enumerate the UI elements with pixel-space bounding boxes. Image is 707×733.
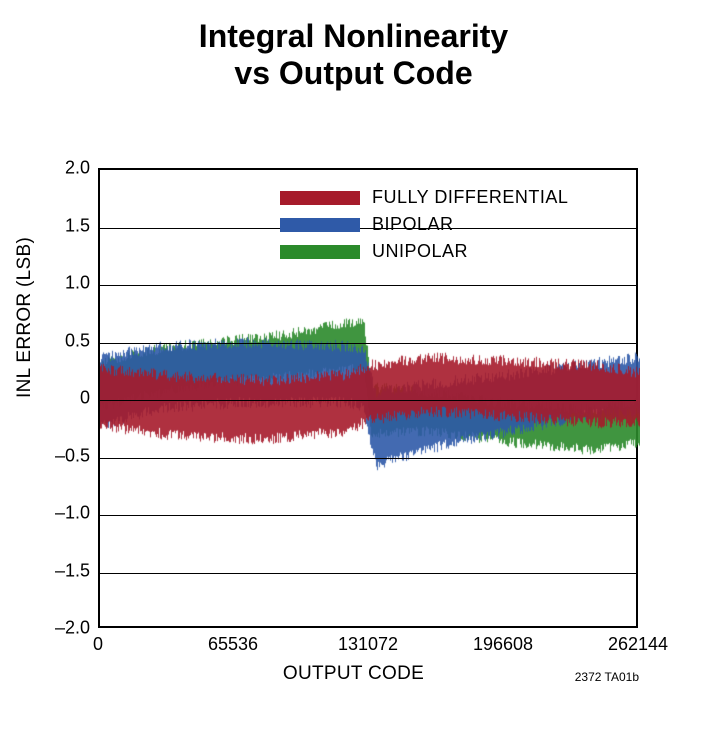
gridline: [100, 515, 636, 516]
legend-swatch: [280, 245, 360, 259]
legend-label: FULLY DIFFERENTIAL: [372, 187, 568, 208]
x-tick-label: 65536: [208, 634, 258, 655]
legend-item: BIPOLAR: [280, 211, 568, 238]
y-tick-label: 0: [30, 388, 90, 409]
legend-item: UNIPOLAR: [280, 238, 568, 265]
legend-label: UNIPOLAR: [372, 241, 468, 262]
x-tick-label: 131072: [338, 634, 398, 655]
gridline: [100, 400, 636, 401]
figure-footnote: 2372 TA01b: [575, 670, 639, 684]
legend-swatch: [280, 191, 360, 205]
y-tick-label: 0.5: [30, 330, 90, 351]
gridline: [100, 458, 636, 459]
x-tick-label: 262144: [608, 634, 668, 655]
y-tick-label: 1.5: [30, 215, 90, 236]
gridline: [100, 285, 636, 286]
legend-item: FULLY DIFFERENTIAL: [280, 184, 568, 211]
y-tick-label: –0.5: [30, 445, 90, 466]
legend-label: BIPOLAR: [372, 214, 454, 235]
title-line-2: vs Output Code: [0, 55, 707, 92]
gridline: [100, 343, 636, 344]
gridline: [100, 573, 636, 574]
chart-container: FULLY DIFFERENTIALBIPOLARUNIPOLAR 2.01.5…: [98, 168, 638, 628]
x-tick-label: 0: [93, 634, 103, 655]
y-axis-label: INL ERROR (LSB): [14, 237, 36, 398]
legend-swatch: [280, 218, 360, 232]
y-tick-label: –1.0: [30, 503, 90, 524]
y-tick-label: –2.0: [30, 618, 90, 639]
y-tick-label: –1.5: [30, 560, 90, 581]
legend: FULLY DIFFERENTIAL BIPOLAR UNIPOLAR: [280, 184, 568, 265]
title-line-1: Integral Nonlinearity: [0, 18, 707, 55]
chart-title: Integral Nonlinearity vs Output Code: [0, 18, 707, 92]
x-tick-label: 196608: [473, 634, 533, 655]
y-tick-label: 2.0: [30, 158, 90, 179]
y-tick-label: 1.0: [30, 273, 90, 294]
plot-area: FULLY DIFFERENTIAL BIPOLAR UNIPOLAR: [98, 168, 638, 628]
